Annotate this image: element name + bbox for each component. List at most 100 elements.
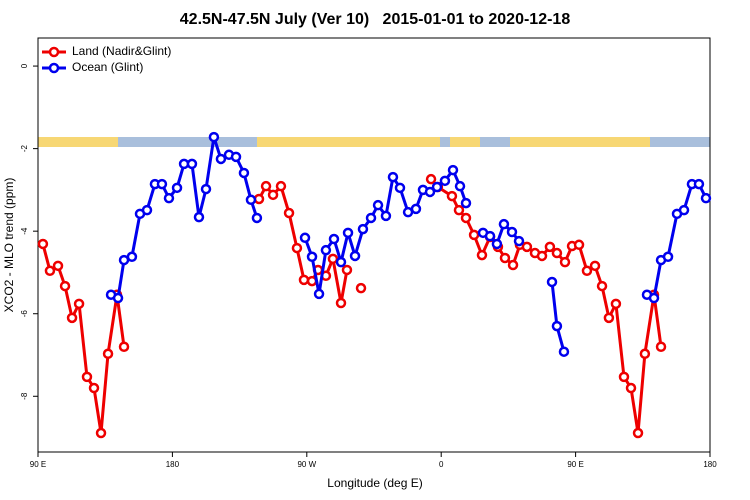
x-tick-label: 180 — [166, 460, 180, 469]
data-point — [425, 173, 437, 185]
x-tick-label: 90 W — [297, 460, 316, 469]
data-point — [499, 252, 511, 264]
data-point — [306, 251, 318, 263]
data-point — [283, 207, 295, 219]
land-mask-strip — [38, 137, 710, 147]
data-point — [484, 230, 496, 242]
data-point — [581, 265, 593, 277]
data-point — [327, 253, 339, 265]
data-point — [521, 241, 533, 253]
data-point — [355, 282, 367, 294]
land-strip — [450, 137, 480, 147]
data-point — [126, 251, 138, 263]
data-point — [394, 182, 406, 194]
data-point — [118, 341, 130, 352]
data-point — [700, 192, 712, 204]
data-point — [596, 280, 608, 292]
data-point — [102, 348, 114, 360]
data-point — [372, 199, 384, 211]
plot-frame — [37, 37, 711, 453]
y-axis-label: XCO2 - MLO trend (ppm) — [2, 178, 16, 313]
data-point — [460, 212, 472, 224]
data-point — [267, 189, 279, 201]
data-point — [546, 276, 558, 288]
data-point — [476, 249, 488, 261]
data-point — [648, 292, 660, 304]
data-point — [507, 259, 519, 271]
land-strip — [257, 137, 440, 147]
data-point — [215, 153, 227, 165]
data-point — [544, 241, 556, 253]
series-line — [41, 178, 663, 435]
data-point — [200, 183, 212, 195]
data-point — [610, 298, 622, 310]
data-point — [141, 204, 153, 216]
data-point — [558, 346, 570, 357]
data-point — [253, 193, 265, 205]
data-point — [551, 320, 563, 332]
data-point — [618, 371, 630, 383]
x-axis-label: Longitude (deg E) — [327, 476, 422, 490]
data-point — [37, 238, 49, 250]
data-point — [275, 180, 287, 192]
data-point — [349, 250, 361, 262]
data-point — [95, 427, 107, 439]
y-tick-label: -2 — [20, 145, 29, 153]
data-point — [460, 197, 472, 209]
data-point — [498, 218, 510, 230]
data-point — [447, 164, 459, 176]
data-point — [112, 292, 124, 304]
data-point — [410, 203, 422, 215]
legend-label: Ocean (Glint) — [72, 60, 143, 74]
data-point — [342, 227, 354, 239]
data-point — [208, 131, 220, 143]
data-point — [536, 250, 548, 262]
data-point — [291, 242, 303, 254]
data-point — [693, 178, 705, 190]
data-point — [313, 288, 325, 300]
data-point — [251, 212, 263, 224]
data-point — [320, 244, 332, 256]
y-tick-label: -6 — [20, 310, 29, 318]
data-point — [156, 178, 168, 190]
data-point — [387, 171, 399, 183]
data-point — [260, 180, 272, 192]
data-point — [454, 180, 466, 192]
data-point — [424, 186, 436, 198]
data-point — [245, 194, 257, 206]
data-point — [380, 210, 392, 222]
data-point — [193, 211, 205, 223]
data-point — [513, 235, 525, 247]
legend-marker — [48, 62, 60, 74]
x-tick-label: 0 — [439, 460, 444, 469]
data-point — [365, 212, 377, 224]
data-point — [559, 256, 571, 268]
data-point — [335, 297, 347, 309]
data-point — [335, 256, 347, 268]
data-point — [655, 341, 667, 352]
data-point — [468, 229, 480, 241]
data-point — [186, 158, 198, 170]
data-point — [328, 233, 340, 245]
data-point — [298, 274, 310, 286]
data-point — [453, 204, 465, 216]
data-point — [299, 232, 311, 244]
data-point — [357, 223, 369, 235]
data-point — [625, 382, 637, 394]
data-point — [230, 151, 242, 163]
data-point — [603, 312, 615, 324]
data-point — [171, 182, 183, 194]
data-point — [506, 226, 518, 238]
data-point — [73, 298, 85, 310]
data-point — [573, 239, 585, 251]
land-strip — [38, 137, 118, 147]
data-point — [88, 382, 100, 394]
x-tick-label: 90 E — [567, 460, 583, 469]
data-point — [341, 264, 353, 276]
chart-title: 42.5N-47.5N July (Ver 10) 2015-01-01 to … — [180, 11, 571, 28]
legend-marker — [48, 46, 60, 58]
land-strip — [510, 137, 650, 147]
legend-label: Land (Nadir&Glint) — [72, 44, 171, 58]
